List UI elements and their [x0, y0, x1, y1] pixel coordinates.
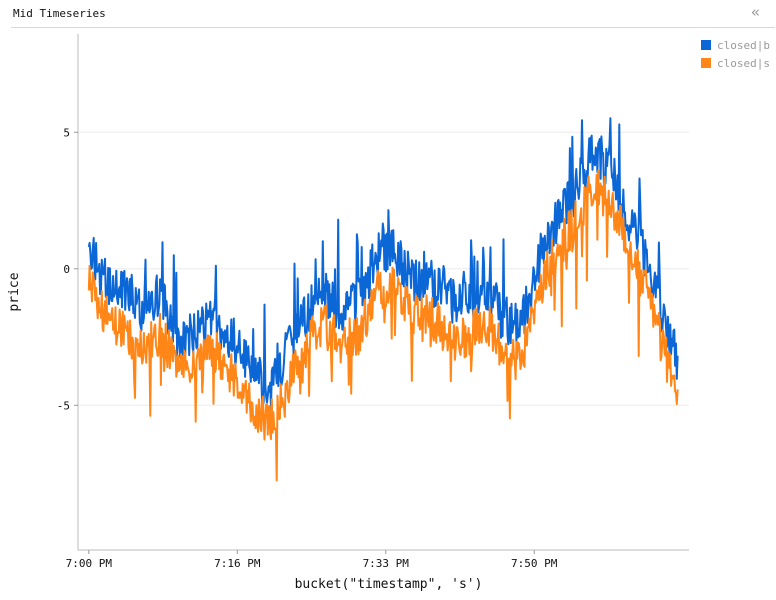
legend-swatch: [701, 40, 711, 50]
x-tick-label: 7:16 PM: [214, 557, 261, 570]
series-layer: [87, 117, 679, 482]
legend-label: closed|s: [717, 56, 770, 70]
legend-swatch: [701, 58, 711, 68]
panel-header: Mid Timeseries «: [0, 0, 776, 28]
panel-title: Mid Timeseries: [13, 7, 106, 20]
y-tick-label: -5: [57, 399, 70, 412]
x-tick-label: 7:00 PM: [66, 557, 113, 570]
legend-label: closed|b: [717, 38, 770, 52]
y-tick-label: 5: [63, 126, 70, 139]
x-tick-label: 7:33 PM: [363, 557, 410, 570]
x-tick-label: 7:50 PM: [511, 557, 558, 570]
y-axis-title: price: [7, 272, 22, 311]
axes: [77, 34, 689, 551]
series-line-closed-s: [87, 169, 679, 482]
x-ticks: 7:00 PM 7:16 PM 7:33 PM 7:50 PM: [66, 550, 558, 570]
header-divider: [11, 27, 775, 28]
series-line-closed-b: [87, 117, 679, 411]
legend-item-closed-s[interactable]: closed|s: [701, 54, 776, 72]
legend-item-closed-b[interactable]: closed|b: [701, 36, 776, 54]
x-axis-title: bucket("timestamp", 's'): [295, 577, 483, 592]
double-chevron-left-icon[interactable]: «: [751, 3, 761, 21]
y-ticks: 5 0 -5: [57, 126, 78, 412]
y-tick-label: 0: [63, 263, 70, 276]
legend: closed|b closed|s: [701, 36, 776, 72]
